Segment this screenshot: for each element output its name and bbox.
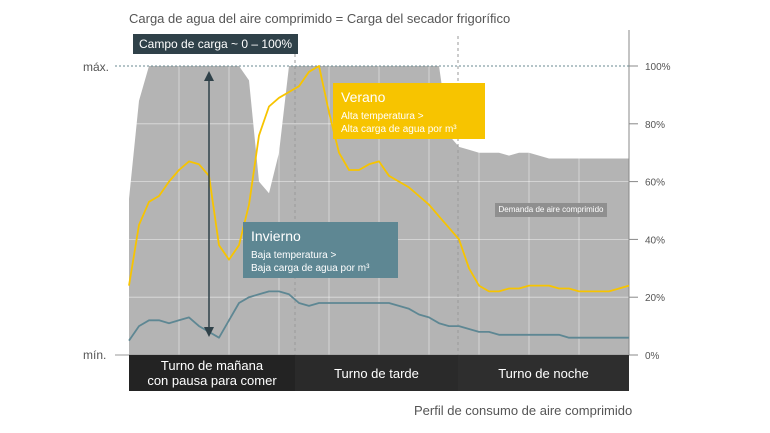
shift-morning-line2: con pausa para comer <box>147 373 277 388</box>
shift-night-label: Turno de noche <box>498 365 589 381</box>
winter-line1: Baja temperatura > <box>251 250 337 261</box>
y-tick-label: 80% <box>645 120 665 131</box>
winter-line2: Baja carga de agua por m³ <box>251 263 370 274</box>
demand-label: Demanda de aire comprimido <box>495 203 607 217</box>
shift-morning-line1: Turno de mañana <box>160 358 264 373</box>
shift-afternoon-label: Turno de tarde <box>334 365 419 381</box>
shift-afternoon: Turno de tarde <box>295 355 458 391</box>
chart-title: Carga de agua del aire comprimido = Carg… <box>129 11 511 26</box>
summer-callout: Verano Alta temperatura > Alta carga de … <box>333 83 485 139</box>
summer-line1: Alta temperatura > <box>341 111 424 122</box>
winter-title: Invierno <box>251 228 301 244</box>
load-range-label: Campo de carga ~ 0 – 100% <box>133 34 299 54</box>
summer-title: Verano <box>341 89 386 105</box>
chart-footer: Perfil de consumo de aire comprimido <box>414 403 633 418</box>
y-tick-label: 0% <box>645 351 660 362</box>
winter-callout: Invierno Baja temperatura > Baja carga d… <box>243 222 398 278</box>
winter-line <box>128 290 629 342</box>
shift-morning: Turno de mañana con pausa para comer <box>129 355 295 391</box>
shift-night: Turno de noche <box>458 355 629 391</box>
max-level-label: máx. <box>83 60 110 74</box>
y-tick-label: 40% <box>645 235 665 246</box>
y-tick-label: 20% <box>645 293 665 304</box>
summer-line2: Alta carga de agua por m³ <box>341 124 457 135</box>
y-tick-label: 100% <box>645 62 671 73</box>
min-level-label: mín. <box>83 348 107 362</box>
y-tick-label: 60% <box>645 178 665 189</box>
range-arrow-head-down <box>204 327 214 337</box>
range-arrow-head-up <box>204 71 214 81</box>
summer-line <box>128 65 630 293</box>
